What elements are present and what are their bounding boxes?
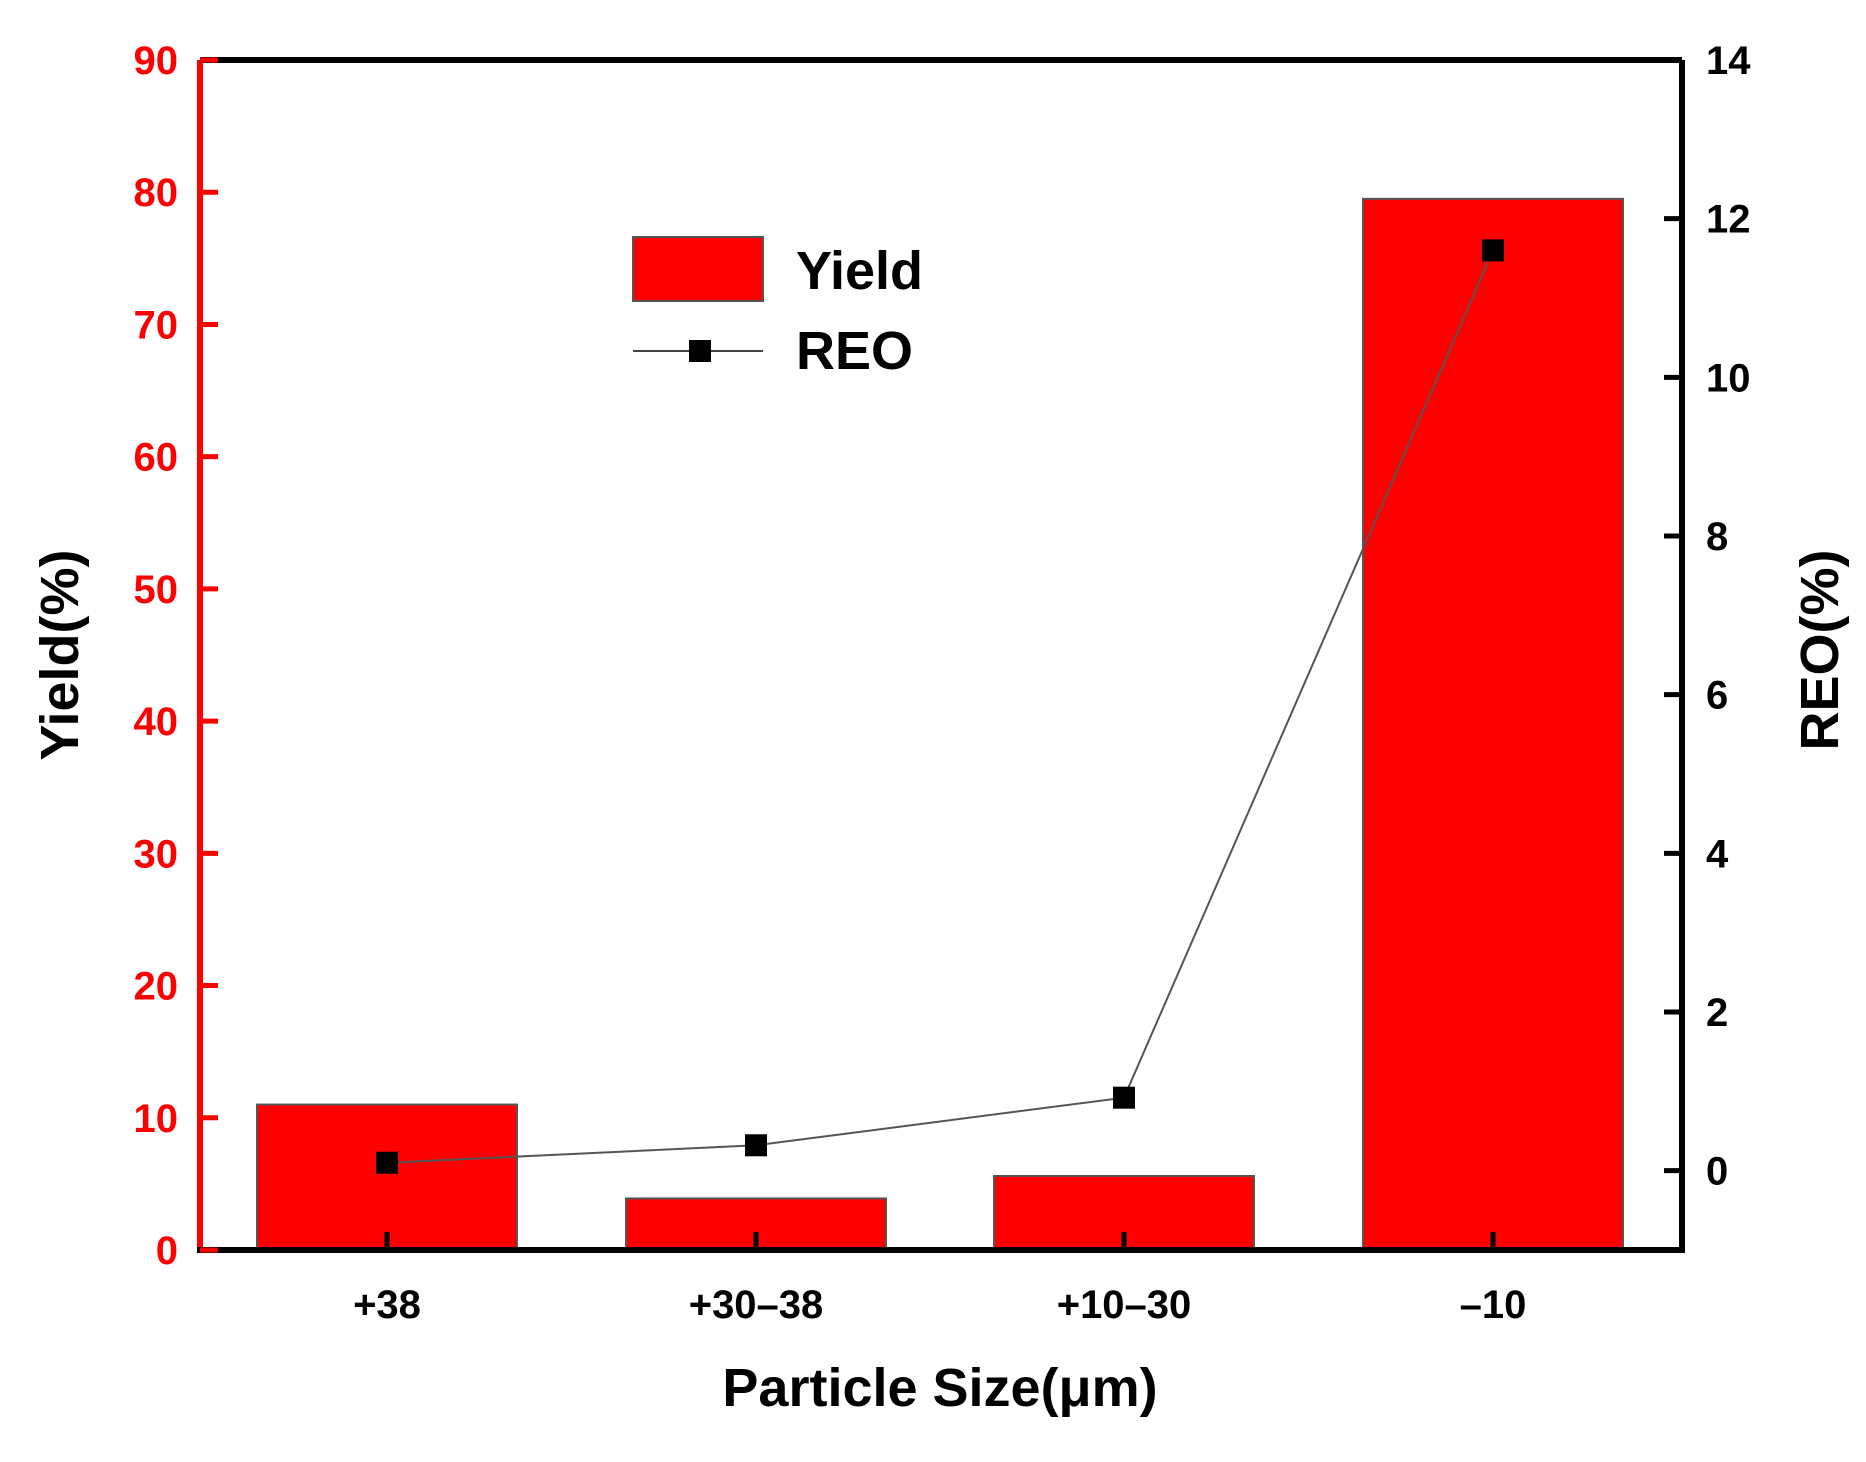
legend: Yield REO [632,236,923,381]
bars-layer [256,197,1624,1252]
right-y-tick-label-4: 8 [1706,515,1728,559]
x-axis-title: Particle Size(μm) [722,1358,1157,1418]
left-y-tick-label-8: 80 [134,171,179,215]
left-y-tick-label-1: 10 [134,1097,179,1141]
left-y-axis-title: Yield(%) [30,549,90,760]
left-y-tick-label-7: 70 [134,303,179,347]
x-tick-label-0: +38 [353,1283,421,1327]
x-tick-label-1: +30–38 [689,1283,824,1327]
axes-layer [197,57,1685,1253]
legend-yield-label: Yield [796,241,923,301]
point-reo-1 [745,1134,767,1157]
legend-yield-swatch [632,236,764,302]
right-y-tick-label-6: 12 [1706,198,1751,242]
point-reo-0 [376,1151,398,1174]
point-reo-2 [1113,1086,1135,1109]
left-y-tick-label-9: 90 [134,39,179,83]
right-y-tick-label-3: 6 [1706,674,1728,718]
left-y-tick-label-0: 0 [156,1229,178,1273]
legend-reo-marker [689,340,711,362]
right-y-tick-label-0: 0 [1706,1150,1728,1194]
left-y-tick-label-3: 30 [134,832,179,876]
left-y-tick-label-4: 40 [134,700,179,744]
left-y-tick-label-6: 60 [134,436,179,480]
line-reo [386,250,1494,1164]
legend-reo-label: REO [796,321,913,381]
left-y-tick-label-5: 50 [134,568,179,612]
left-y-tick-label-2: 20 [134,965,179,1009]
right-y-tick-label-1: 2 [1706,991,1728,1035]
x-tick-label-3: –10 [1460,1283,1527,1327]
point-reo-3 [1482,239,1504,262]
line-layer [376,239,1504,1174]
bar-yield-0 [256,1103,518,1251]
right-y-tick-label-5: 10 [1706,356,1751,400]
bar-yield-3 [1362,197,1624,1251]
x-tick-label-2: +10–30 [1057,1283,1192,1327]
right-y-axis-title: REO(%) [1790,550,1850,751]
right-y-tick-label-7: 14 [1706,39,1751,83]
ticks-layer: 0 10 20 30 40 50 60 70 80 90 0 2 4 6 8 10 12 14 +38 +30–38 +… [134,39,1752,1327]
right-y-tick-label-2: 4 [1706,832,1729,876]
